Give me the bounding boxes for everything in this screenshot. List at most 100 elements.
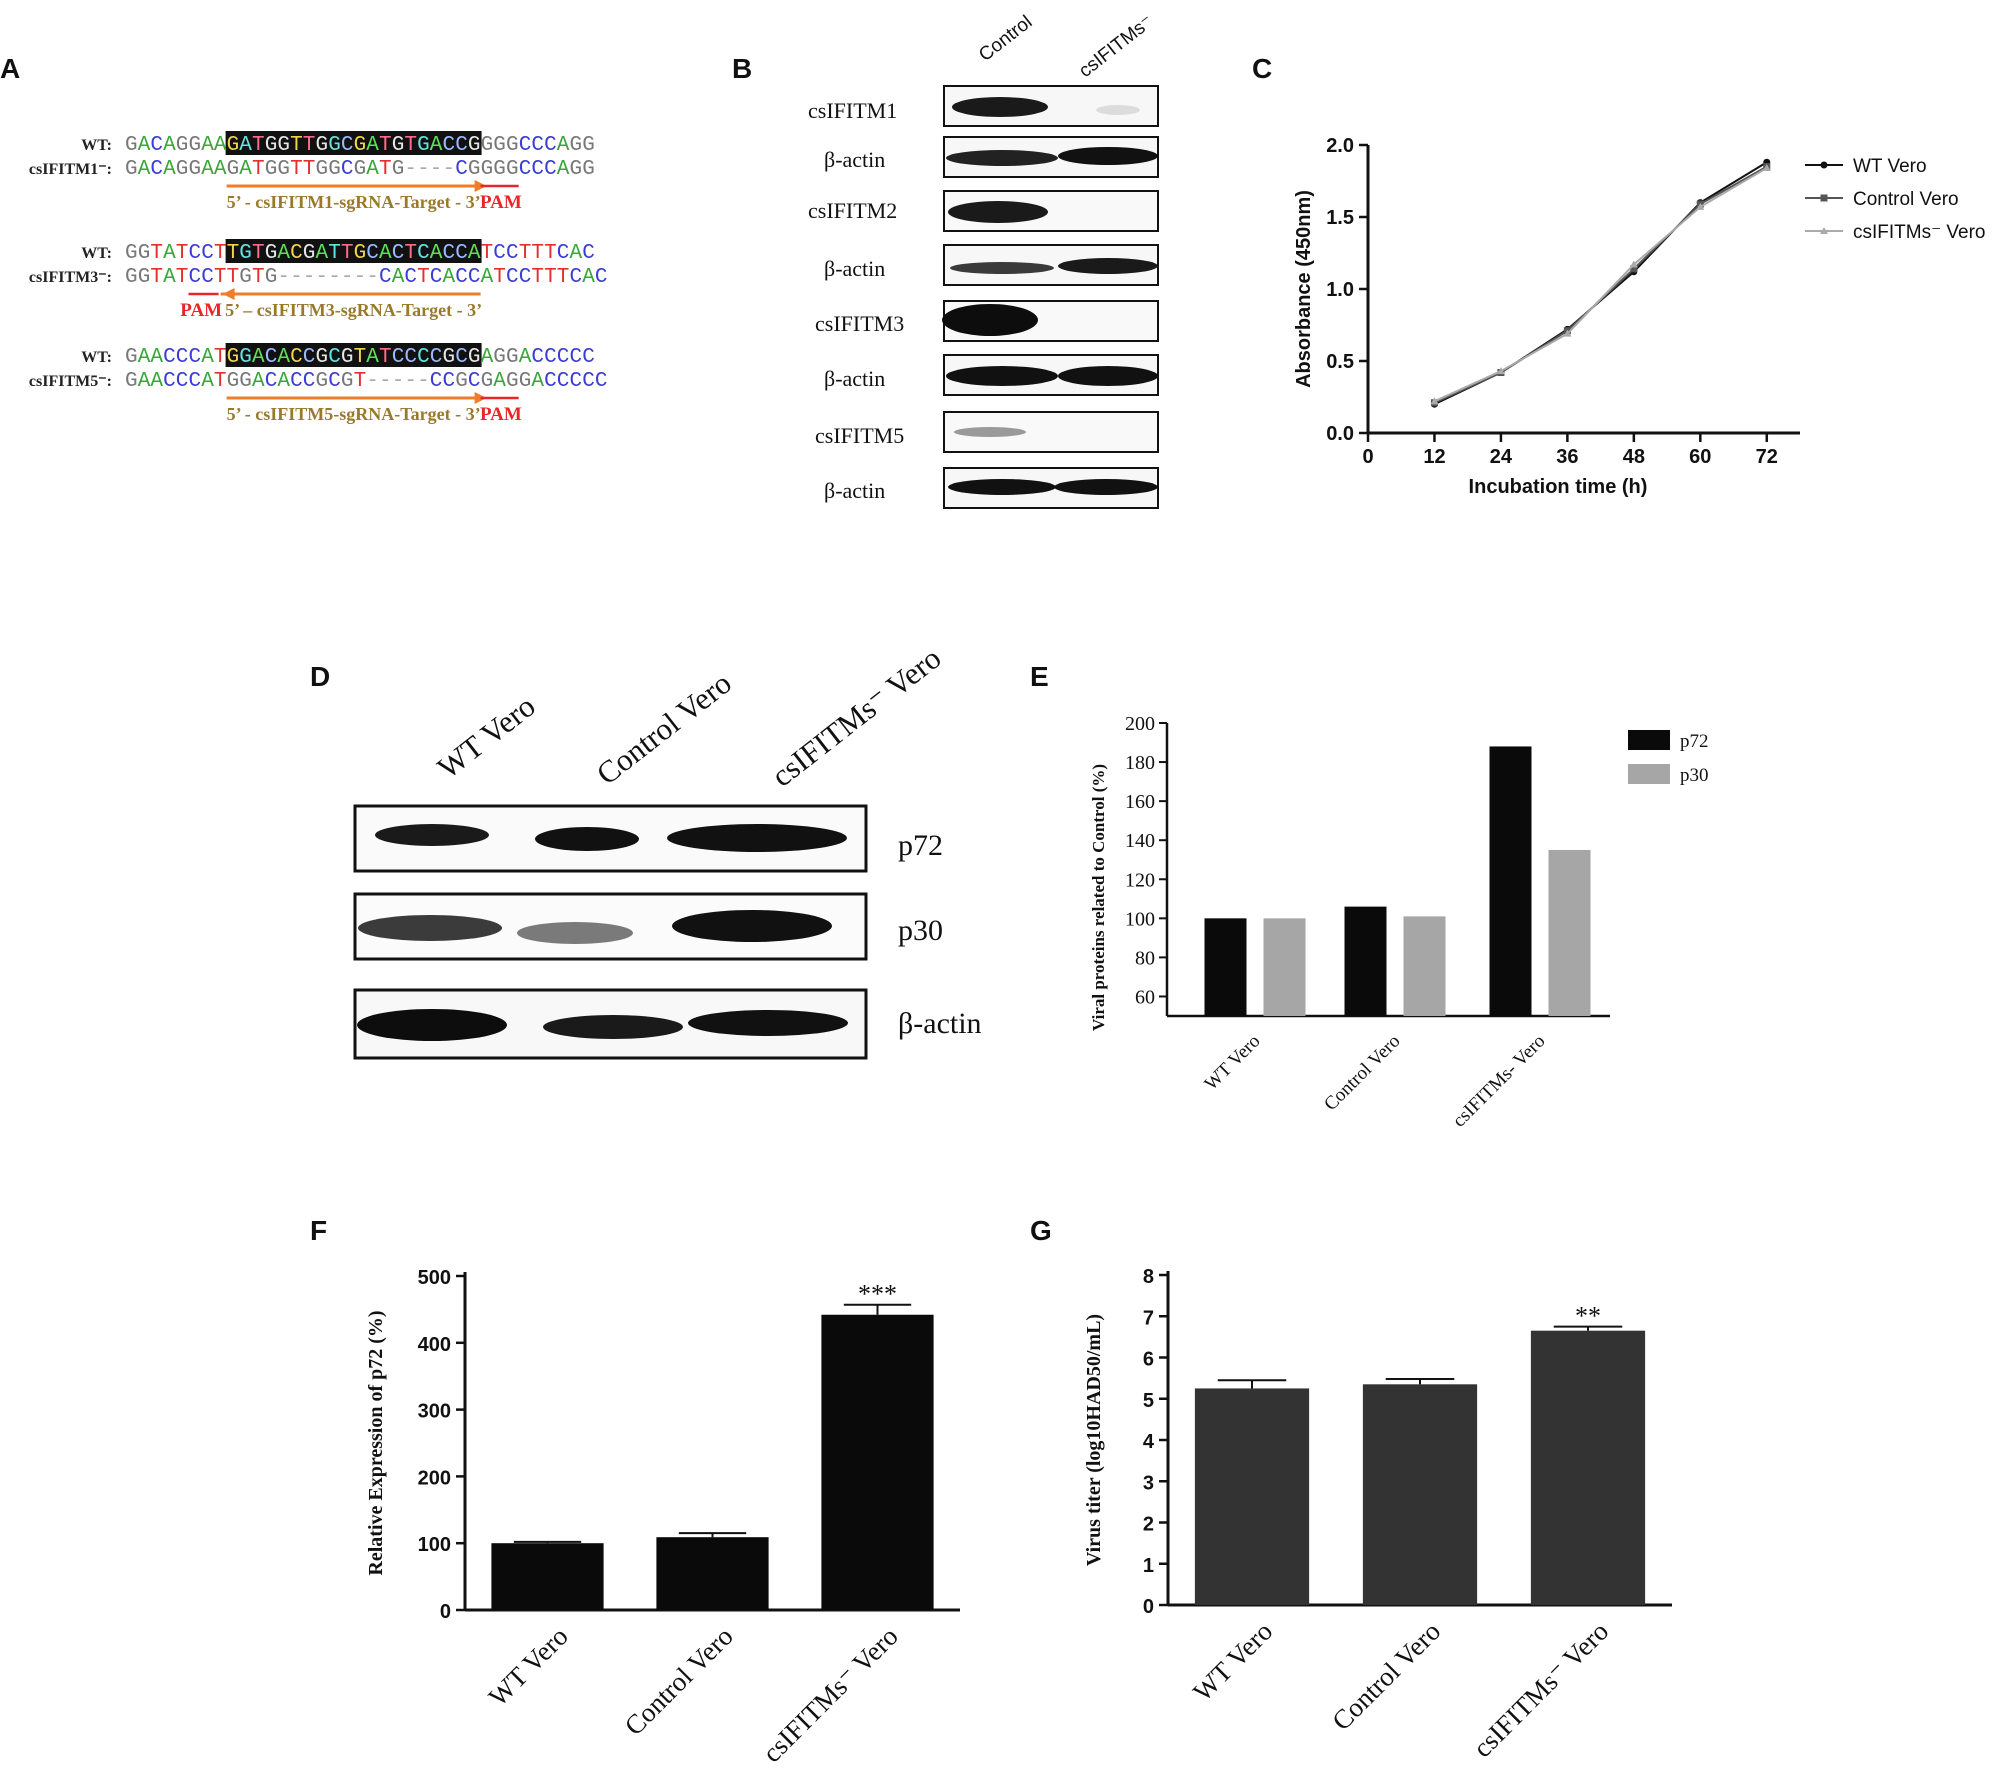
wt-sequence: GACAGGAAGATGGTTGGCGATGTGACCGGGGCCCAGG: [125, 134, 595, 157]
legend-label: p72: [1680, 731, 1709, 752]
y-axis-title: Virus titer (log10HAD50/mL): [1083, 1314, 1105, 1566]
panel-label-c: C: [1252, 53, 1272, 84]
panel-label-g: G: [1030, 1215, 1052, 1246]
wt-label: WT:: [81, 349, 112, 366]
panel-a-sequence-alignment: WT: csIFITM1⁻: GACAGGAAGATGGTTGGCGATGTGACC…: [29, 131, 608, 425]
y-tick-label: 400: [418, 1334, 451, 1356]
wt-label: WT:: [81, 137, 112, 154]
legend-label: p30: [1680, 765, 1709, 786]
y-tick-label: 2.0: [1326, 135, 1354, 157]
x-tick-label: WT Vero: [1187, 1616, 1278, 1707]
x-tick-label: 48: [1623, 446, 1645, 468]
wt-sequence: GGTATCCTTGTGACGATTGCACTCACCATCCTTTCAC: [125, 242, 595, 265]
series-line-2: [1434, 165, 1768, 404]
y-tick-label: 2: [1143, 1514, 1154, 1536]
panel-g-bar-chart: 0 1 2 3 4 5 6 7 8 Virus titer (log10HAD50/mL) WT V…: [1083, 1266, 1672, 1763]
y-tick-label: 5: [1143, 1390, 1154, 1412]
blot-b-column-knockout: csIFITMs⁻: [1075, 11, 1157, 82]
blot-d-strip-p72: [353, 804, 868, 873]
blot-b-strip-1: [943, 85, 1159, 127]
y-tick-label: 200: [1125, 713, 1155, 735]
pam-label: PAM: [480, 192, 522, 213]
y-tick-label: 1.5: [1326, 207, 1354, 229]
legend-marker: [1820, 161, 1828, 169]
y-tick-label: 1.0: [1326, 279, 1354, 301]
data-point: [1629, 260, 1638, 268]
y-tick-label: 8: [1143, 1266, 1154, 1288]
data-point: [1563, 329, 1572, 337]
blot-d-column-wt: WT Vero: [431, 688, 542, 785]
x-tick-label: csIFITMs- Vero: [1449, 1031, 1550, 1132]
y-axis-title: Relative Expression of p72 (%): [365, 1310, 387, 1575]
y-tick-label: 200: [418, 1467, 451, 1489]
bar-p72-2: [1344, 906, 1387, 1016]
y-tick-label: 300: [418, 1401, 451, 1423]
y-tick-label: 6: [1143, 1349, 1154, 1371]
panel-f-bar-chart: 0 100 200 300 400 500 Relative Expression of p…: [365, 1267, 960, 1768]
y-tick-label: 0: [1143, 1596, 1154, 1618]
panel-c-growth-chart: 0.0 0.5 1.0 1.5 2.0 0 12 24 36 48 60 72 Incubation t…: [1293, 135, 1986, 498]
y-tick-label: 3: [1143, 1472, 1154, 1494]
mutant-sequence: GGTATCCTTGTG--------CACTCACCATCCTTTCAC: [125, 266, 608, 289]
y-tick-label: 4: [1143, 1431, 1155, 1453]
panel-label-e: E: [1030, 661, 1049, 692]
blot-b-row-label-7: csIFITM5: [815, 423, 904, 448]
mutant-sequence: GACAGGAAGATGGTTGGCGATG----CGGGGCCCAGG: [125, 158, 595, 181]
panel-label-a: A: [0, 53, 20, 84]
bar-3: [1530, 1330, 1646, 1605]
alignment-group-3: WT: csIFITM5⁻: GAACCCATGGACACCGCGTATCCCCGC…: [29, 343, 608, 425]
target-highlight: [225, 343, 482, 367]
sgrna-target-label: 5’ - csIFITM5-sgRNA-Target - 3’: [227, 404, 481, 424]
y-tick-label: 100: [1125, 908, 1155, 930]
significance-label: **: [1575, 1302, 1601, 1331]
sgrna-target-label: 5’ - csIFITM1-sgRNA-Target - 3’: [227, 192, 481, 212]
mutant-label: csIFITM3⁻:: [29, 269, 112, 286]
x-tick-label: csIFITMs⁻ Vero: [757, 1621, 904, 1768]
blot-b-strip-4: [943, 244, 1159, 286]
pam-label: PAM: [480, 404, 522, 425]
blot-b-strip-8: [943, 467, 1159, 509]
y-tick-label: 0.5: [1326, 351, 1354, 373]
blot-b-column-control: Control: [975, 12, 1036, 66]
legend-label: Control Vero: [1853, 189, 1959, 210]
y-tick-label: 0: [440, 1601, 451, 1623]
y-tick-label: 160: [1125, 791, 1155, 813]
bar-1: [491, 1543, 604, 1610]
x-tick-label: 36: [1556, 446, 1578, 468]
blot-d-strip-p30: [353, 892, 868, 961]
panel-label-f: F: [310, 1215, 327, 1246]
target-arrowhead: [222, 288, 235, 300]
blot-d-column-knockout: csIFITMs⁻ Vero: [765, 640, 948, 793]
bar-p30-1: [1263, 918, 1306, 1016]
y-tick-label: 100: [418, 1534, 451, 1556]
y-tick-label: 120: [1125, 869, 1155, 891]
x-tick-label: csIFITMs⁻ Vero: [1467, 1616, 1614, 1763]
bar-2: [656, 1537, 769, 1610]
bar-3: [821, 1314, 934, 1610]
x-tick-label: Control Vero: [1320, 1031, 1404, 1115]
blot-d-row-label-p30: p30: [898, 914, 943, 947]
data-point: [1430, 397, 1439, 405]
blot-b-row-label-4: β-actin: [824, 256, 885, 281]
data-point: [1630, 265, 1638, 273]
y-tick-label: 180: [1125, 752, 1155, 774]
data-point: [1496, 367, 1505, 375]
blot-b-row-label-8: β-actin: [824, 478, 885, 503]
panel-b-western-blot: Control csIFITMs⁻ csIFITM1 β-actin csIFI…: [808, 11, 1159, 509]
blot-b-row-label-1: csIFITM1: [808, 98, 897, 123]
y-tick-label: 7: [1143, 1307, 1154, 1329]
target-highlight: [225, 131, 482, 155]
blot-b-row-label-2: β-actin: [824, 147, 885, 172]
mutant-label: csIFITM5⁻:: [29, 373, 112, 390]
blot-b-strip-5: [942, 300, 1159, 342]
y-tick-label: 60: [1135, 986, 1155, 1008]
series-line-1: [1434, 161, 1768, 406]
blot-b-strip-2: [943, 136, 1159, 178]
x-tick-label: WT Vero: [1201, 1031, 1265, 1095]
sgrna-target-label: 5’ – csIFITM3-sgRNA-Target - 3’: [225, 300, 482, 320]
x-tick-label: 24: [1490, 446, 1513, 468]
x-axis-title: Incubation time (h): [1469, 476, 1648, 498]
legend-label: csIFITMs⁻ Vero: [1853, 222, 1986, 243]
panel-d-western-blot: WT Vero Control Vero csIFITMs⁻ Vero p72 …: [353, 640, 982, 1060]
x-tick-label: WT Vero: [483, 1621, 574, 1712]
